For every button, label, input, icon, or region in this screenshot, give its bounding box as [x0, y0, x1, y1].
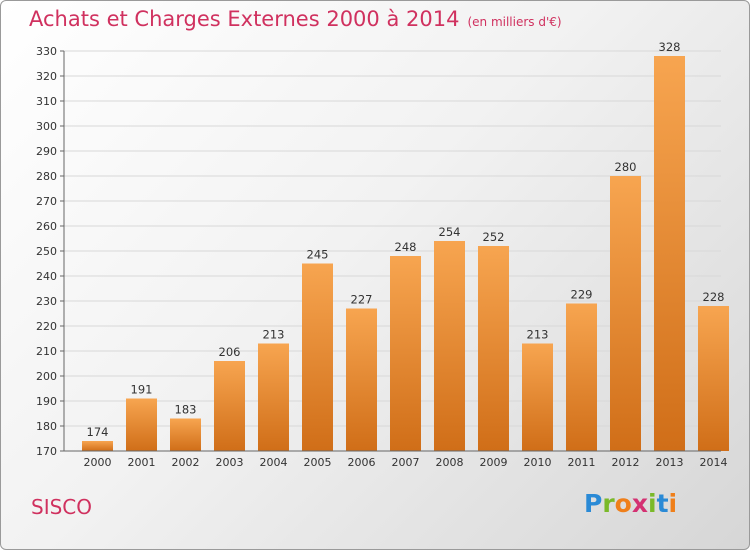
- logo-letter: r: [602, 489, 615, 518]
- data-label: 213: [527, 328, 549, 342]
- data-label: 174: [87, 425, 109, 439]
- logo-letter: o: [614, 489, 632, 518]
- data-label: 245: [307, 248, 329, 262]
- y-tick-label: 180: [36, 420, 57, 433]
- data-label: 206: [219, 345, 241, 359]
- y-tick-label: 190: [36, 395, 57, 408]
- y-tick-label: 290: [36, 145, 57, 158]
- bar: [258, 343, 289, 451]
- y-tick-label: 280: [36, 170, 57, 183]
- bar: [82, 441, 113, 451]
- y-tick-label: 300: [36, 120, 57, 133]
- bar: [478, 246, 509, 451]
- chart-title: Achats et Charges Externes 2000 à 2014 (e…: [29, 7, 562, 31]
- y-tick-label: 320: [36, 70, 57, 83]
- x-tick-label: 2007: [392, 456, 420, 469]
- bar: [126, 398, 157, 451]
- data-label: 328: [659, 40, 681, 54]
- y-tick-label: 200: [36, 370, 57, 383]
- bar: [610, 176, 641, 451]
- x-tick-label: 2011: [568, 456, 596, 469]
- y-axis: 170 180 190 200 210 220 230 240 250 260 270 280 290 3…: [36, 45, 65, 458]
- x-tick-label: 2010: [524, 456, 552, 469]
- x-tick-label: 2006: [348, 456, 376, 469]
- y-tick-label: 270: [36, 195, 57, 208]
- bar: [170, 418, 201, 451]
- bar: [522, 343, 553, 451]
- x-tick-label: 2003: [216, 456, 244, 469]
- x-tick-label: 2004: [260, 456, 288, 469]
- data-label: 191: [131, 383, 153, 397]
- logo-letter: P: [584, 489, 603, 518]
- x-tick-label: 2005: [304, 456, 332, 469]
- y-tick-label: 240: [36, 270, 57, 283]
- data-label: 228: [703, 290, 725, 304]
- bar: [434, 241, 465, 451]
- y-tick-label: 230: [36, 295, 57, 308]
- x-tick-label: 2008: [436, 456, 464, 469]
- x-tick-label: 2000: [84, 456, 112, 469]
- data-label: 252: [483, 230, 505, 244]
- y-tick-label: 310: [36, 95, 57, 108]
- data-label: 227: [351, 293, 373, 307]
- y-tick-label: 330: [36, 45, 57, 58]
- bar: [654, 56, 685, 451]
- x-tick-label: 2001: [128, 456, 156, 469]
- data-label: 213: [263, 328, 285, 342]
- chart-subtitle: (en milliers d'€): [467, 15, 562, 29]
- x-tick-label: 2009: [480, 456, 508, 469]
- logo-letter: x: [631, 489, 648, 518]
- x-axis: 2000 2001 2002 2003 2004 2005 2006 2007 2008 2009…: [64, 450, 728, 469]
- x-tick-label: 2012: [612, 456, 640, 469]
- data-label: 254: [439, 225, 461, 239]
- x-tick-label: 2014: [700, 456, 728, 469]
- commune-name: SISCO: [31, 495, 92, 519]
- y-tick-label: 250: [36, 245, 57, 258]
- y-tick-label: 170: [36, 445, 57, 458]
- bar: [566, 303, 597, 451]
- proxiti-logo: Proxiti: [584, 489, 677, 518]
- logo-letter: i: [648, 489, 657, 518]
- bar: [302, 263, 333, 451]
- bar: [390, 256, 421, 451]
- data-label: 248: [395, 240, 417, 254]
- logo-letter: i: [668, 489, 678, 518]
- logo-letter: t: [656, 489, 669, 518]
- y-tick-label: 220: [36, 320, 57, 333]
- data-label: 229: [571, 288, 593, 302]
- bar: [698, 306, 729, 451]
- bars: 174 191 183 206 213 245 227 248 254 252 213 229 280 3…: [82, 40, 729, 451]
- y-tick-label: 260: [36, 220, 57, 233]
- x-tick-label: 2002: [172, 456, 200, 469]
- x-tick-label: 2013: [656, 456, 684, 469]
- data-label: 280: [615, 160, 637, 174]
- data-label: 183: [175, 403, 197, 417]
- chart-title-text: Achats et Charges Externes 2000 à 2014: [29, 7, 460, 31]
- bar: [346, 308, 377, 451]
- bar: [214, 361, 245, 451]
- y-tick-label: 210: [36, 345, 57, 358]
